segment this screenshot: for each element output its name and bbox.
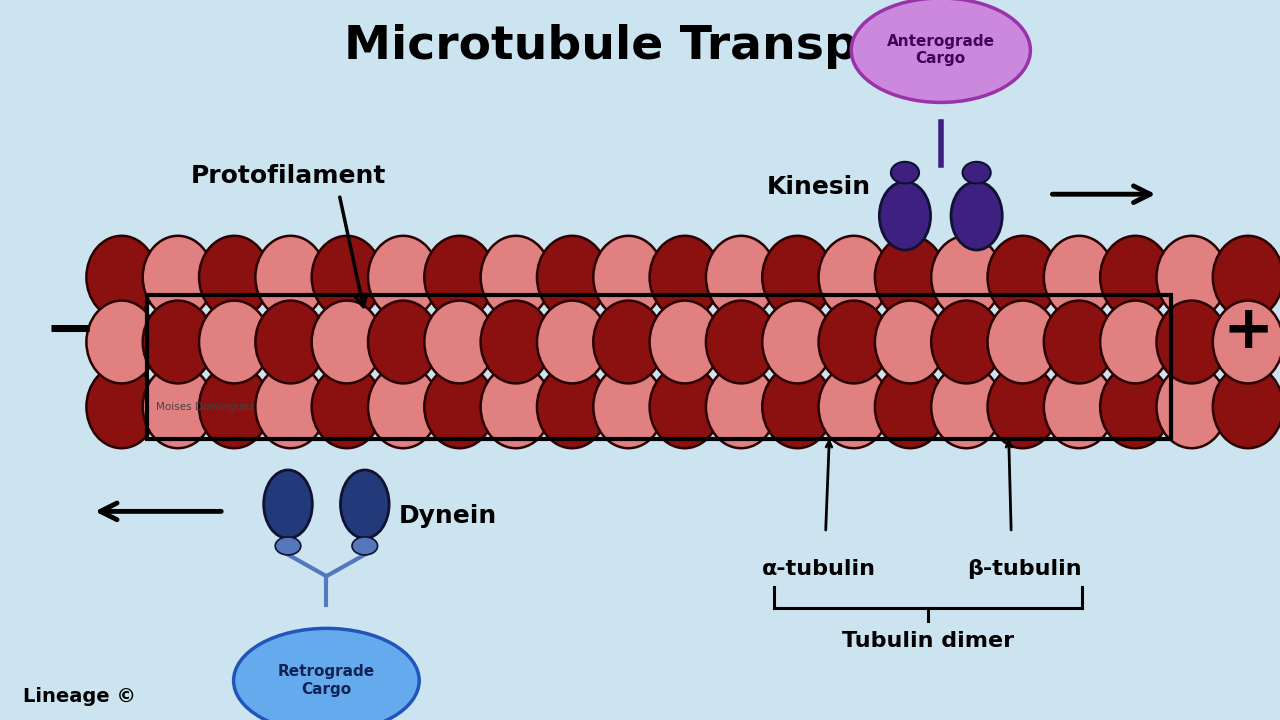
Ellipse shape	[86, 236, 157, 318]
Ellipse shape	[876, 366, 945, 448]
Ellipse shape	[1044, 301, 1114, 383]
Ellipse shape	[963, 162, 991, 184]
Text: α-tubulin: α-tubulin	[762, 559, 877, 579]
Text: Moises Dominguez: Moises Dominguez	[156, 402, 253, 412]
Ellipse shape	[1100, 301, 1170, 383]
Ellipse shape	[256, 236, 325, 318]
Ellipse shape	[233, 629, 420, 720]
Ellipse shape	[763, 366, 833, 448]
Ellipse shape	[352, 537, 378, 555]
Ellipse shape	[538, 301, 608, 383]
Ellipse shape	[340, 470, 389, 539]
Ellipse shape	[275, 537, 301, 555]
Ellipse shape	[369, 301, 438, 383]
Ellipse shape	[879, 181, 931, 250]
Ellipse shape	[200, 236, 270, 318]
Text: −: −	[45, 302, 96, 361]
Ellipse shape	[200, 366, 270, 448]
Ellipse shape	[1156, 366, 1226, 448]
Ellipse shape	[705, 301, 776, 383]
Ellipse shape	[312, 236, 381, 318]
Ellipse shape	[988, 301, 1057, 383]
Ellipse shape	[951, 181, 1002, 250]
Ellipse shape	[143, 236, 212, 318]
Ellipse shape	[1044, 236, 1114, 318]
Ellipse shape	[931, 236, 1001, 318]
Ellipse shape	[891, 162, 919, 184]
Text: Dynein: Dynein	[399, 505, 497, 528]
Ellipse shape	[819, 301, 888, 383]
Ellipse shape	[256, 301, 325, 383]
Ellipse shape	[763, 236, 833, 318]
Text: Microtubule Transport: Microtubule Transport	[344, 24, 936, 69]
Ellipse shape	[1100, 236, 1170, 318]
Ellipse shape	[1212, 236, 1280, 318]
Ellipse shape	[1044, 366, 1114, 448]
Ellipse shape	[876, 236, 945, 318]
Ellipse shape	[763, 301, 833, 383]
Ellipse shape	[1212, 366, 1280, 448]
Ellipse shape	[876, 301, 945, 383]
Ellipse shape	[425, 366, 494, 448]
Ellipse shape	[931, 301, 1001, 383]
Ellipse shape	[819, 366, 888, 448]
Ellipse shape	[312, 366, 381, 448]
Ellipse shape	[143, 301, 212, 383]
Ellipse shape	[649, 236, 719, 318]
Ellipse shape	[594, 236, 664, 318]
Text: Kinesin: Kinesin	[767, 175, 872, 199]
Ellipse shape	[481, 301, 552, 383]
Text: Tubulin dimer: Tubulin dimer	[842, 631, 1014, 651]
Ellipse shape	[481, 366, 552, 448]
Ellipse shape	[538, 366, 608, 448]
Ellipse shape	[200, 301, 270, 383]
Ellipse shape	[851, 0, 1030, 102]
Ellipse shape	[1156, 236, 1226, 318]
Text: Anterograde
Cargo: Anterograde Cargo	[887, 34, 995, 66]
Ellipse shape	[425, 236, 494, 318]
Ellipse shape	[705, 366, 776, 448]
Ellipse shape	[931, 366, 1001, 448]
Bar	[147, 295, 1171, 439]
Ellipse shape	[988, 366, 1057, 448]
Text: Lineage ©: Lineage ©	[23, 687, 136, 706]
Text: Retrograde
Cargo: Retrograde Cargo	[278, 665, 375, 697]
Text: Protofilament: Protofilament	[191, 164, 385, 189]
Ellipse shape	[86, 366, 157, 448]
Ellipse shape	[481, 236, 552, 318]
Ellipse shape	[369, 366, 438, 448]
Ellipse shape	[705, 236, 776, 318]
Ellipse shape	[264, 470, 312, 539]
Ellipse shape	[1212, 301, 1280, 383]
Ellipse shape	[369, 236, 438, 318]
Ellipse shape	[256, 366, 325, 448]
Ellipse shape	[649, 366, 719, 448]
Ellipse shape	[594, 301, 664, 383]
Ellipse shape	[819, 236, 888, 318]
Ellipse shape	[143, 366, 212, 448]
Text: β-tubulin: β-tubulin	[966, 559, 1082, 579]
Ellipse shape	[649, 301, 719, 383]
Ellipse shape	[86, 301, 157, 383]
Ellipse shape	[594, 366, 664, 448]
Ellipse shape	[1100, 366, 1170, 448]
Ellipse shape	[1156, 301, 1226, 383]
Ellipse shape	[538, 236, 608, 318]
Text: +: +	[1222, 302, 1274, 361]
Ellipse shape	[425, 301, 494, 383]
Ellipse shape	[312, 301, 381, 383]
Ellipse shape	[988, 236, 1057, 318]
